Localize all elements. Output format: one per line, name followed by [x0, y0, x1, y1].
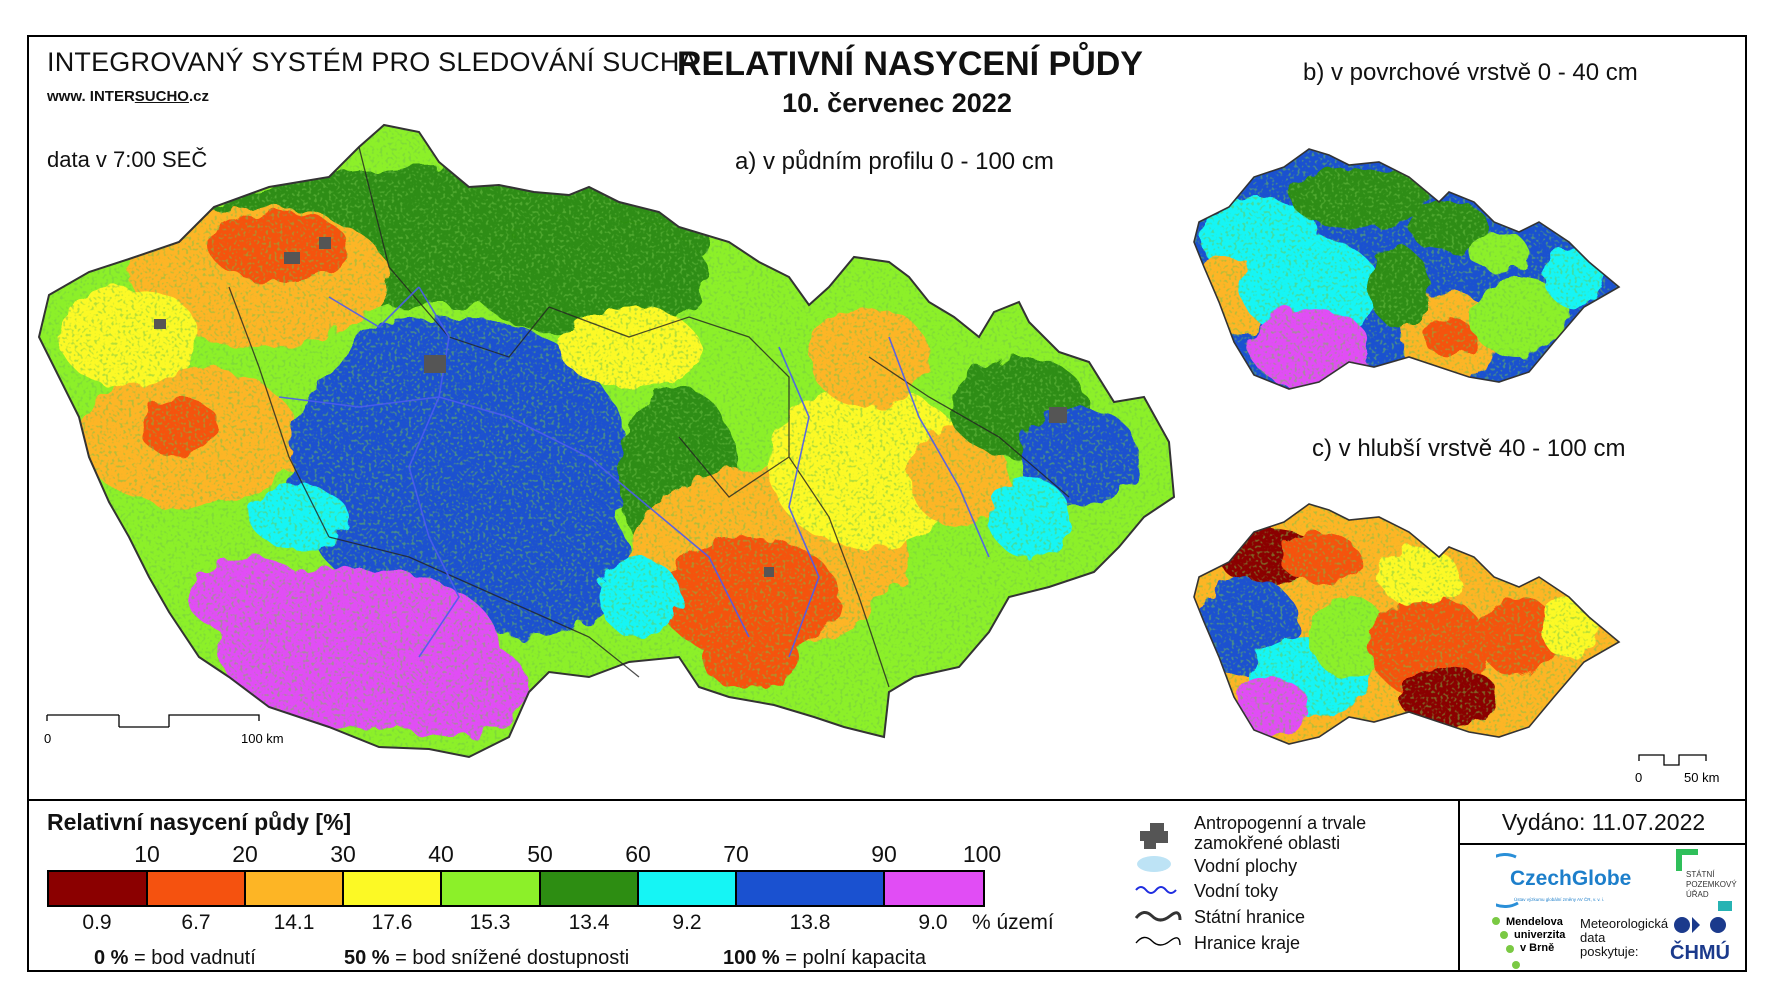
map-poster: INTEGROVANÝ SYSTÉM PRO SLEDOVÁNÍ SUCHA w… — [27, 35, 1747, 972]
map-area: INTEGROVANÝ SYSTÉM PRO SLEDOVÁNÍ SUCHA w… — [29, 37, 1745, 797]
rivers-a — [278, 286, 990, 658]
color-bin-5 — [541, 872, 639, 905]
color-bin-0 — [49, 872, 148, 905]
map-a-soil-profile — [39, 125, 1174, 757]
bin-area-pct: 0.9 — [82, 911, 112, 934]
tick-label: 70 — [723, 841, 749, 867]
color-scale-bar — [47, 870, 985, 907]
bin-area-pct: 6.7 — [181, 911, 211, 934]
mendel-university-logo: Mendelova univerzita v Brně — [1492, 916, 1566, 969]
note-field-capacity: 100 % = polní kapacita — [723, 947, 926, 969]
czechglobe-subtitle: Ústav výzkumu globální změny AV ČR, v. v… — [1514, 896, 1604, 902]
map-a-title: a) v půdním profilu 0 - 100 cm — [735, 148, 1054, 175]
river-icon — [1135, 886, 1177, 894]
symbol-region-border-label: Hranice kraje — [1194, 933, 1301, 953]
czechglobe-logo: CzechGlobe Ústav výzkumu globální změny … — [1496, 853, 1631, 908]
scale-bar-a — [46, 714, 260, 728]
map-b-title: b) v povrchové vrstvě 0 - 40 cm — [1303, 59, 1638, 86]
scale-c-end: 50 km — [1684, 770, 1719, 785]
tick-label: 30 — [330, 841, 356, 867]
mendel-line-3: v Brně — [1520, 942, 1554, 954]
color-bin-4 — [442, 872, 541, 905]
spu-line-1: STÁTNÍ — [1686, 870, 1715, 879]
bin-area-pct: 13.4 — [568, 911, 610, 934]
region-border-icon — [1135, 936, 1181, 946]
note-wilting-point: 0 % = bod vadnutí — [94, 947, 256, 969]
data-time: data v 7:00 SEČ — [47, 147, 208, 172]
bin-area-pct: 15.3 — [469, 911, 511, 934]
spu-line-3: ÚŘAD — [1686, 890, 1709, 899]
mendel-line-1: Mendelova — [1506, 916, 1564, 928]
state-border-a — [37, 123, 1176, 759]
map-canvas: 0 100 km 0 50 km — [37, 123, 1719, 785]
state-border-c — [1193, 503, 1621, 745]
bin-area-pct: 9.2 — [672, 911, 702, 934]
anthropogenic-area-icon — [1140, 823, 1168, 849]
tick-label: 100 — [962, 841, 1002, 867]
color-bin-1 — [148, 872, 246, 905]
map-date: 10. červenec 2022 — [782, 88, 1012, 118]
anthropogenic-areas-a — [154, 237, 1067, 577]
color-bin-2 — [246, 872, 344, 905]
bin-area-pct: 9.0 — [918, 911, 948, 934]
spu-line-2: POZEMKOVÝ — [1686, 880, 1737, 889]
system-title: INTEGROVANÝ SYSTÉM PRO SLEDOVÁNÍ SUCHA — [47, 47, 698, 77]
symbol-anthropogenic-label: Antropogenní a trvale zamokřené oblasti — [1194, 813, 1367, 853]
met-data-provider-text: Meteorologická data poskytuje: — [1580, 916, 1669, 959]
legend-panel: Relativní nasycení půdy [%] 10 20 30 40 … — [29, 799, 1747, 972]
tick-label: 90 — [871, 841, 897, 867]
symbol-legend-icons — [1134, 823, 1182, 946]
water-body-icon — [1137, 856, 1171, 872]
chmu-logo: ČHMÚ — [1670, 917, 1730, 964]
tick-label: 40 — [428, 841, 454, 867]
tick-label: 20 — [232, 841, 258, 867]
bin-area-pct: 17.6 — [371, 911, 413, 934]
czechglobe-name: CzechGlobe — [1510, 867, 1631, 890]
color-bin-8 — [885, 872, 983, 905]
color-bin-3 — [344, 872, 442, 905]
scale-c-start: 0 — [1635, 770, 1642, 785]
map-c-deeper-layer — [1194, 504, 1619, 744]
main-title: RELATIVNÍ NASYCENÍ PŮDY — [677, 45, 1143, 83]
issued-box: Vydáno: 11.07.2022 CzechGlobe Ústav výzk… — [1458, 801, 1747, 972]
state-border-b — [1193, 148, 1621, 390]
map-c-title: c) v hlubší vrstvě 40 - 100 cm — [1312, 435, 1626, 462]
color-bin-6 — [639, 872, 737, 905]
scale-a-end: 100 km — [241, 731, 284, 746]
tick-label: 10 — [134, 841, 160, 867]
chmu-name: ČHMÚ — [1670, 940, 1730, 964]
tick-label: 60 — [625, 841, 651, 867]
website-url: www. INTERSUCHO.cz — [47, 88, 209, 105]
symbol-water-bodies-label: Vodní plochy — [1194, 856, 1298, 876]
color-bin-7 — [737, 872, 885, 905]
scale-a-start: 0 — [44, 731, 51, 746]
pct-unit: % území — [972, 911, 1054, 934]
bin-area-pct: 13.8 — [789, 911, 831, 934]
note-reduced-availability: 50 % = bod snížené dostupnosti — [344, 947, 630, 969]
spu-logo: STÁTNÍ POZEMKOVÝ ÚŘAD — [1676, 849, 1737, 911]
tick-label: 50 — [527, 841, 553, 867]
region-borders-a — [228, 146, 1070, 688]
legend-title: Relativní nasycení půdy [%] — [47, 809, 352, 835]
scale-bar-c — [1638, 754, 1707, 766]
bin-area-pct: 14.1 — [273, 911, 315, 934]
issued-date: Vydáno: 11.07.2022 — [1501, 809, 1706, 835]
symbol-rivers-label: Vodní toky — [1194, 881, 1279, 901]
mendel-line-2: univerzita — [1514, 929, 1566, 941]
symbol-state-border-label: Státní hranice — [1194, 907, 1306, 927]
state-border-icon — [1134, 911, 1182, 922]
